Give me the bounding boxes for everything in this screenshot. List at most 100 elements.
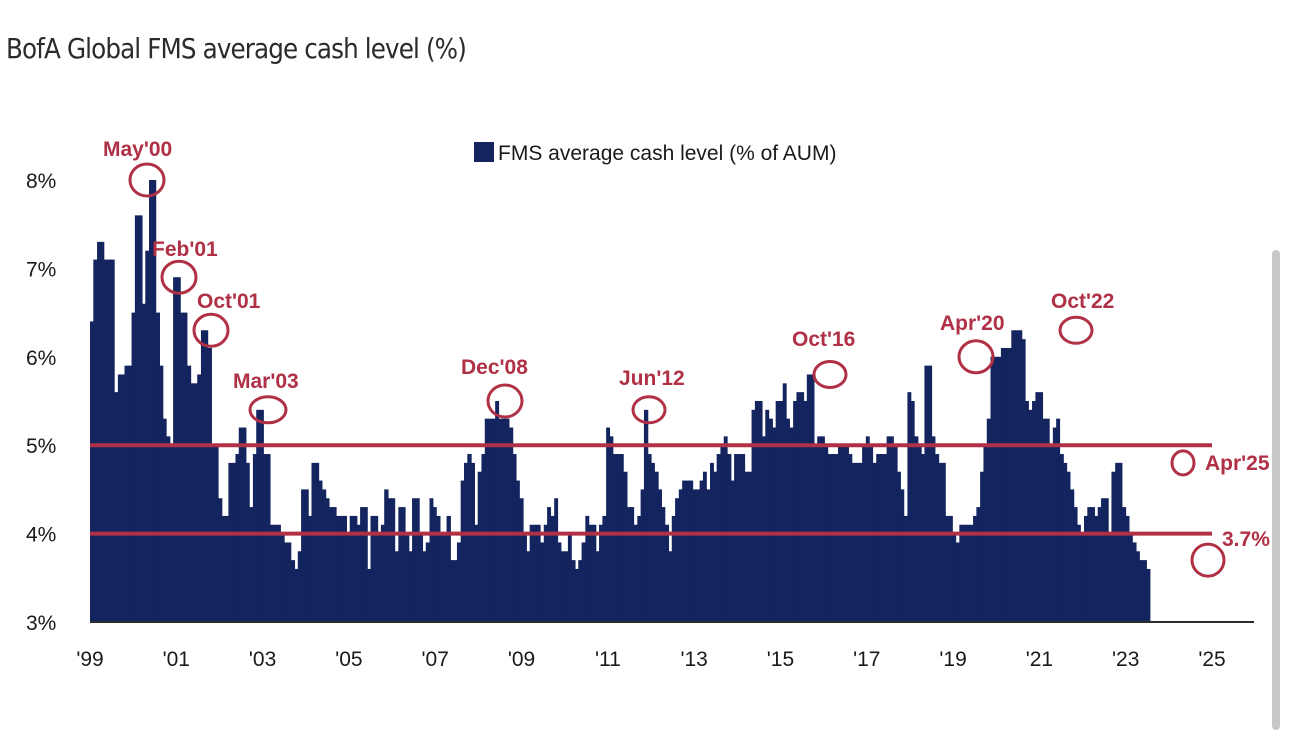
bar — [287, 542, 292, 622]
bar — [464, 462, 468, 622]
bar — [744, 471, 749, 622]
bar — [107, 259, 112, 622]
bar — [765, 409, 770, 622]
bar — [782, 383, 787, 622]
bar — [1104, 498, 1109, 622]
bar — [692, 489, 697, 622]
bar — [799, 392, 805, 622]
bar — [377, 533, 382, 622]
bar — [318, 480, 323, 622]
bar — [571, 560, 576, 622]
bar — [436, 515, 441, 622]
bar — [197, 374, 202, 622]
bar — [346, 533, 351, 622]
bar — [1097, 507, 1102, 622]
bar — [1025, 401, 1029, 622]
bar — [1094, 515, 1099, 622]
bar — [612, 454, 618, 622]
bar — [848, 454, 853, 622]
bar — [938, 462, 943, 622]
bar — [855, 462, 860, 622]
bar — [606, 427, 611, 622]
bar — [834, 454, 839, 622]
bar — [128, 365, 133, 622]
bar — [481, 454, 486, 622]
bar — [851, 462, 857, 622]
bar — [643, 409, 649, 622]
bar — [190, 383, 195, 622]
annotation-circle — [1190, 542, 1226, 578]
bar — [432, 507, 437, 622]
bar — [155, 312, 160, 622]
bar — [965, 524, 971, 622]
bar — [1007, 347, 1012, 622]
annotation-label: May'00 — [103, 138, 172, 161]
bar — [928, 365, 933, 622]
bar — [761, 436, 766, 622]
annotation-circle — [128, 162, 166, 198]
bar — [865, 436, 870, 622]
bar — [367, 568, 372, 622]
bar — [567, 533, 572, 622]
bar — [1121, 507, 1127, 622]
y-tick-label: 4% — [26, 524, 56, 547]
annotation-circle — [248, 395, 288, 425]
vertical-scrollbar[interactable] — [1272, 250, 1280, 730]
bar — [384, 489, 389, 622]
bar — [550, 515, 555, 622]
bar — [557, 542, 562, 622]
bar — [651, 462, 655, 622]
reference-lines — [90, 443, 1212, 536]
annotation-circle — [1058, 315, 1094, 345]
bar — [830, 454, 836, 622]
annotations: May'00 Feb'01 Oct'01 Mar'03 Dec'08 Jun'12 Oct'… — [103, 138, 1270, 578]
bar — [498, 418, 503, 622]
bar — [751, 409, 756, 622]
y-tick-labels: 3% 4% 5% 6% 7% 8% — [26, 170, 56, 635]
bar — [1111, 471, 1116, 622]
bar — [710, 462, 714, 622]
bar — [585, 515, 590, 622]
bar — [1073, 507, 1078, 622]
bar — [1042, 418, 1047, 622]
bar — [685, 480, 690, 622]
bar — [103, 259, 109, 622]
bar — [900, 489, 905, 622]
bar — [505, 418, 510, 622]
annotation-label: 3.7% — [1222, 528, 1270, 551]
bar — [1056, 418, 1061, 622]
bar — [543, 524, 548, 622]
annotation-circle — [192, 312, 230, 348]
bar — [1038, 392, 1044, 622]
bar — [1021, 339, 1026, 622]
bar — [315, 462, 320, 622]
annotation-label: Apr'25 — [1205, 452, 1270, 475]
bar — [962, 524, 967, 622]
bar — [1146, 568, 1151, 622]
bar — [193, 383, 198, 622]
bar — [512, 454, 517, 622]
bar — [817, 436, 822, 622]
bar — [921, 454, 926, 622]
bar — [114, 392, 119, 622]
annotation-label: Dec'08 — [461, 356, 528, 379]
bar — [217, 498, 223, 622]
bar — [502, 418, 507, 622]
bar — [737, 454, 742, 622]
bar — [945, 515, 950, 622]
bar — [443, 533, 448, 622]
bar — [256, 409, 261, 622]
bar — [221, 515, 226, 622]
bar — [401, 507, 406, 622]
bar — [145, 250, 150, 622]
bar — [159, 365, 164, 622]
bar — [758, 401, 763, 622]
bar — [560, 551, 566, 622]
bar — [456, 542, 462, 622]
bar — [488, 418, 493, 622]
bar — [1014, 330, 1019, 622]
bar — [897, 471, 901, 622]
bar — [152, 180, 157, 622]
bar — [1069, 489, 1075, 622]
